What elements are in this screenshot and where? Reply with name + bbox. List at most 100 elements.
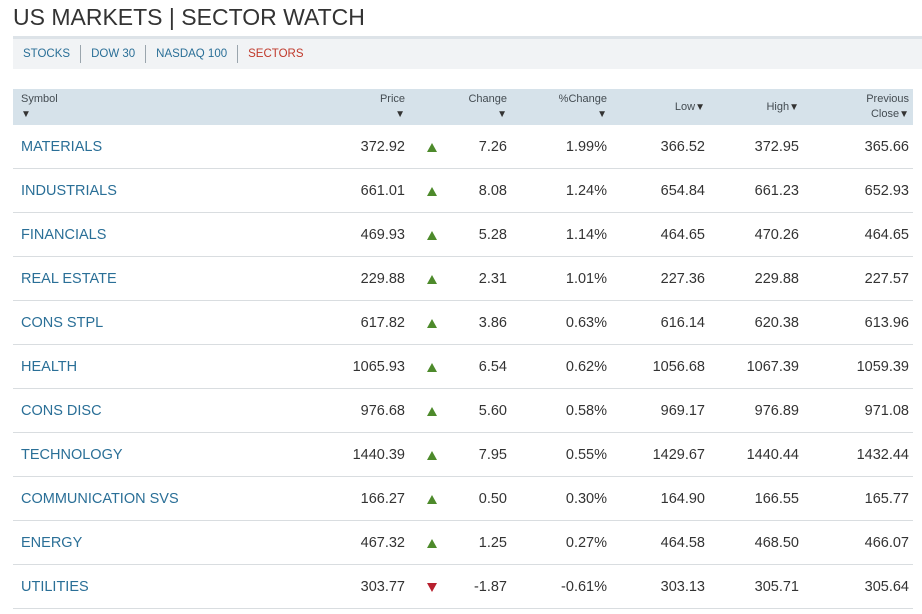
sort-high-icon[interactable]: ▼ [789, 101, 799, 113]
prev-close-cell: 227.57 [803, 256, 913, 301]
prev-close-cell: 305.64 [803, 564, 913, 609]
symbol-link[interactable]: INDUSTRIALS [21, 182, 117, 199]
table-row: ENERGY 467.32 1.25 0.27% 464.58 468.50 466.07 [13, 520, 913, 565]
direction-cell [409, 476, 455, 521]
sort-symbol-icon[interactable]: ▼ [21, 109, 31, 120]
price-cell: 617.82 [313, 300, 409, 345]
table-row: REAL ESTATE 229.88 2.31 1.01% 227.36 229.88 22… [13, 256, 913, 301]
sort-change-icon[interactable]: ▼ [497, 109, 507, 120]
direction-cell [409, 432, 455, 477]
header-change-label: Change [468, 93, 507, 105]
pct-change-cell: 1.99% [511, 125, 611, 169]
header-high[interactable]: High ▼ [709, 89, 803, 125]
direction-cell [409, 300, 455, 345]
high-cell: 620.38 [709, 300, 803, 345]
up-arrow-icon [427, 363, 437, 372]
symbol-link[interactable]: FINANCIALS [21, 226, 107, 243]
symbol-link[interactable]: CONS DISC [21, 402, 102, 419]
prev-close-cell: 365.66 [803, 125, 913, 169]
header-direction [409, 89, 455, 125]
sort-low-icon[interactable]: ▼ [695, 101, 705, 113]
sort-price-icon[interactable]: ▼ [395, 109, 405, 120]
high-cell: 468.50 [709, 520, 803, 565]
high-cell: 229.88 [709, 256, 803, 301]
table-row: CONS DISC 976.68 5.60 0.58% 969.17 976.89 971.… [13, 388, 913, 433]
symbol-cell: FINANCIALS [13, 212, 313, 257]
pct-change-cell: 0.30% [511, 476, 611, 521]
prev-close-cell: 613.96 [803, 300, 913, 345]
up-arrow-icon [427, 231, 437, 240]
low-cell: 464.58 [611, 520, 709, 565]
symbol-link[interactable]: COMMUNICATION SVS [21, 490, 179, 507]
subnav-stocks-link[interactable]: STOCKS [13, 45, 82, 63]
symbol-cell: HEALTH [13, 344, 313, 389]
symbol-cell: CONS STPL [13, 300, 313, 345]
prev-close-cell: 971.08 [803, 388, 913, 433]
change-cell: 6.54 [455, 344, 511, 389]
low-cell: 654.84 [611, 168, 709, 213]
low-cell: 464.65 [611, 212, 709, 257]
header-change[interactable]: Change ▼ [455, 89, 511, 125]
symbol-link[interactable]: HEALTH [21, 358, 78, 375]
pct-change-cell: 0.62% [511, 344, 611, 389]
change-cell: 5.28 [455, 212, 511, 257]
high-cell: 166.55 [709, 476, 803, 521]
change-cell: 8.08 [455, 168, 511, 213]
direction-cell [409, 168, 455, 213]
change-cell: 5.60 [455, 388, 511, 433]
pct-change-cell: 0.27% [511, 520, 611, 565]
high-cell: 470.26 [709, 212, 803, 257]
price-cell: 1440.39 [313, 432, 409, 477]
sector-table-container: Symbol ▼ Price ▼ Change ▼ [13, 89, 913, 609]
symbol-cell: CONS DISC [13, 388, 313, 433]
up-arrow-icon [427, 539, 437, 548]
price-cell: 229.88 [313, 256, 409, 301]
market-subnav: STOCKS DOW 30 NASDAQ 100 SECTORS [13, 39, 922, 69]
change-cell: -1.87 [455, 564, 511, 609]
price-cell: 661.01 [313, 168, 409, 213]
down-arrow-icon [427, 583, 437, 592]
table-header-row: Symbol ▼ Price ▼ Change ▼ [13, 89, 913, 125]
pct-change-cell: 1.14% [511, 212, 611, 257]
sort-pct-change-icon[interactable]: ▼ [597, 109, 607, 120]
table-row: FINANCIALS 469.93 5.28 1.14% 464.65 470.26 464… [13, 212, 913, 257]
pct-change-cell: -0.61% [511, 564, 611, 609]
symbol-cell: ENERGY [13, 520, 313, 565]
symbol-link[interactable]: ENERGY [21, 534, 83, 551]
symbol-cell: MATERIALS [13, 125, 313, 169]
table-row: INDUSTRIALS 661.01 8.08 1.24% 654.84 661.23 65… [13, 168, 913, 213]
symbol-link[interactable]: REAL ESTATE [21, 270, 117, 287]
prev-close-cell: 466.07 [803, 520, 913, 565]
sector-table: Symbol ▼ Price ▼ Change ▼ [13, 89, 913, 609]
header-low[interactable]: Low ▼ [611, 89, 709, 125]
subnav-sectors-link[interactable]: SECTORS [248, 48, 304, 60]
direction-cell [409, 125, 455, 169]
table-row: COMMUNICATION SVS 166.27 0.50 0.30% 164.90 16… [13, 476, 913, 521]
symbol-cell: INDUSTRIALS [13, 168, 313, 213]
header-symbol[interactable]: Symbol ▼ [13, 89, 313, 125]
change-cell: 7.95 [455, 432, 511, 477]
symbol-link[interactable]: TECHNOLOGY [21, 446, 123, 463]
subnav-dow30-link[interactable]: DOW 30 [81, 45, 147, 63]
direction-cell [409, 256, 455, 301]
change-cell: 7.26 [455, 125, 511, 169]
low-cell: 227.36 [611, 256, 709, 301]
symbol-link[interactable]: CONS STPL [21, 314, 104, 331]
low-cell: 164.90 [611, 476, 709, 521]
header-prev-close[interactable]: Previous Close ▼ [803, 89, 913, 125]
header-pct-change[interactable]: %Change ▼ [511, 89, 611, 125]
change-cell: 2.31 [455, 256, 511, 301]
header-prev-close-label-2: Close [870, 108, 900, 120]
up-arrow-icon [427, 187, 437, 196]
table-row: TECHNOLOGY 1440.39 7.95 0.55% 1429.67 1440.44… [13, 432, 913, 477]
low-cell: 616.14 [611, 300, 709, 345]
sort-prev-close-icon[interactable]: ▼ [899, 109, 909, 120]
header-price[interactable]: Price ▼ [313, 89, 409, 125]
header-high-label: High [766, 100, 790, 113]
subnav-nasdaq100-link[interactable]: NASDAQ 100 [146, 45, 239, 63]
symbol-link[interactable]: UTILITIES [21, 578, 89, 595]
symbol-link[interactable]: MATERIALS [21, 138, 103, 155]
high-cell: 305.71 [709, 564, 803, 609]
low-cell: 1429.67 [611, 432, 709, 477]
price-cell: 303.77 [313, 564, 409, 609]
